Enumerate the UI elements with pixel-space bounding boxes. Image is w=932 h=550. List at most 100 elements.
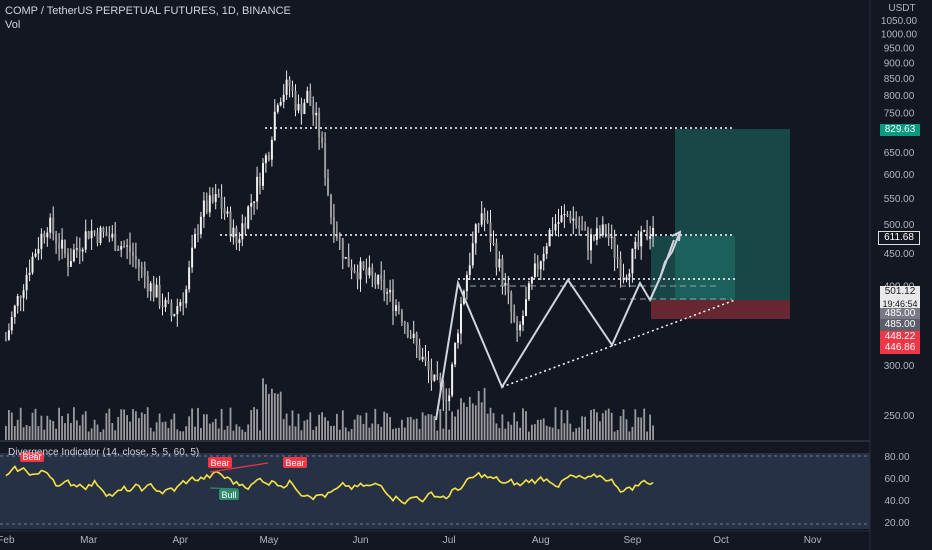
volume-bar: [25, 425, 28, 440]
volume-label[interactable]: Vol: [5, 19, 21, 31]
volume-bar: [13, 426, 16, 440]
candle-body: [16, 296, 19, 306]
price-axis-tick: 1050.00: [881, 16, 918, 27]
volume-bar: [409, 416, 412, 440]
volume-bar: [256, 409, 258, 440]
candle-body: [516, 321, 519, 331]
candle-body: [19, 296, 22, 298]
volume-bar: [241, 429, 244, 440]
candle-body: [395, 305, 397, 311]
candle-body: [143, 267, 146, 276]
volume-bar: [566, 410, 569, 440]
volume-bar: [507, 421, 510, 440]
candle-body: [480, 213, 483, 225]
time-axis-tick: Aug: [532, 535, 550, 546]
volume-bar: [75, 420, 78, 440]
volume-bar: [628, 431, 631, 440]
volume-bar: [90, 428, 93, 440]
candle-body: [25, 275, 28, 291]
bull-tag-label: Bull: [221, 490, 236, 500]
candles: [4, 70, 655, 413]
candle-body: [4, 339, 7, 341]
volume-bar: [330, 426, 332, 440]
volume-bar: [454, 416, 456, 440]
volume-bar: [341, 410, 344, 440]
candle-body: [649, 236, 652, 239]
candle-body: [185, 289, 188, 304]
volume-bar: [300, 430, 303, 440]
volume-bar: [294, 426, 297, 440]
volume-bar: [380, 426, 383, 440]
volume-bar: [525, 411, 527, 440]
symbol-title[interactable]: COMP / TetherUS PERPETUAL FUTURES, 1D, B…: [5, 5, 291, 17]
indicator-label[interactable]: Divergence Indicator (14, close, 5, 5, 6…: [8, 447, 200, 458]
volume-bar: [634, 409, 637, 440]
candle-body: [78, 248, 81, 252]
volume-bar: [492, 413, 495, 440]
candle-body: [604, 224, 607, 235]
volume-bar: [167, 427, 170, 440]
volume-bar: [513, 412, 516, 440]
divergence-line-bear: [209, 462, 269, 473]
candle-body: [460, 303, 462, 334]
volume-bar: [321, 412, 323, 440]
volume-bar: [578, 427, 581, 440]
price-axis-tick: 300.00: [884, 361, 915, 372]
volume-bar: [105, 413, 108, 440]
candle-body: [259, 176, 261, 186]
volume-bar: [637, 417, 640, 440]
volume-bar: [282, 419, 285, 440]
candle-body: [595, 228, 598, 240]
candle-body: [232, 227, 235, 238]
volume-bar: [448, 429, 451, 440]
volume-bar: [226, 425, 229, 440]
candle-body: [590, 235, 592, 251]
candle-body: [211, 195, 214, 202]
volume-bar: [170, 419, 173, 440]
candle-body: [244, 223, 247, 229]
candle-body: [140, 267, 143, 269]
candle-body: [247, 206, 250, 229]
volume-bar: [46, 415, 49, 440]
candle-body: [563, 214, 566, 216]
volume-bar: [87, 431, 90, 440]
candle-body: [433, 374, 436, 381]
candle-body: [504, 283, 507, 286]
price-axis: 1050.00 1000.00 950.00 900.00 850.00 800.00 75…: [881, 16, 918, 422]
entry-price-tag-a: 485.00: [880, 308, 920, 320]
candle-body: [344, 257, 347, 259]
candle-body: [164, 299, 167, 308]
candle-body: [58, 243, 61, 249]
candle-body: [652, 228, 655, 237]
candle-body: [146, 276, 149, 292]
volume-bar: [84, 411, 87, 440]
candle-body: [380, 274, 383, 280]
candle-body: [220, 196, 223, 209]
candle-body: [13, 305, 16, 317]
volume-bar: [581, 416, 583, 440]
candle-body: [87, 231, 90, 239]
volume-bar: [253, 407, 255, 440]
volume-bar: [528, 431, 530, 440]
candle-body: [161, 305, 164, 308]
candle-body: [108, 236, 111, 238]
candle-body: [631, 248, 634, 274]
volume-bar: [235, 424, 238, 440]
candle-body: [84, 231, 87, 250]
candle-body: [309, 90, 312, 106]
candle-body: [282, 94, 285, 102]
time-axis-tick: Mar: [80, 535, 98, 546]
candle-body: [412, 333, 415, 338]
current-price-value: 501.12: [884, 286, 916, 297]
candle-body: [262, 163, 264, 186]
candle-body: [170, 302, 173, 316]
candle-body: [31, 256, 34, 273]
volume-bar: [463, 402, 465, 440]
candle-body: [510, 293, 513, 312]
volume-bar: [572, 431, 575, 440]
volume-bar: [460, 398, 462, 440]
indicator-pane: [0, 453, 870, 529]
candle-body: [377, 274, 380, 285]
volume-bar: [625, 419, 628, 440]
